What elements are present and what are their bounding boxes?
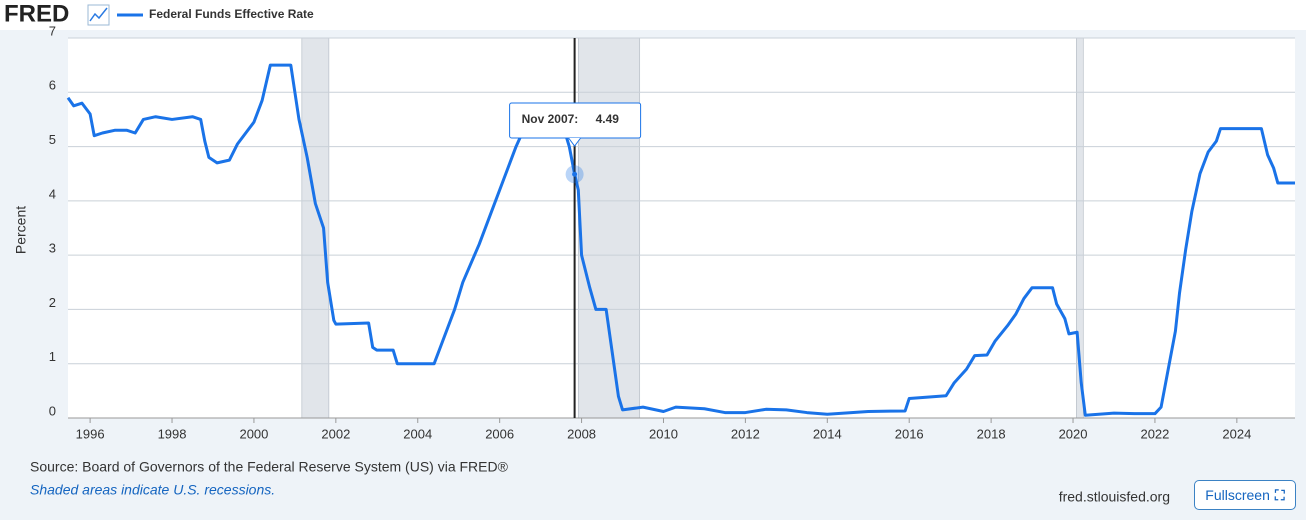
recession [577, 37, 641, 419]
note: Shaded areas indicate U.S. recessions. [30, 482, 275, 498]
tooltip-label: Nov 2007: [522, 112, 579, 126]
plot-bg [68, 38, 1295, 418]
header-bg [0, 0, 1306, 30]
logo: FRED [4, 0, 69, 27]
x-tick-label: 1996 [76, 426, 105, 441]
y-axis-label: Percent [13, 206, 29, 254]
x-tick-label: 2002 [321, 426, 350, 441]
x-tick-label: 1998 [158, 426, 187, 441]
x-tick-label: 2018 [977, 426, 1006, 441]
y-tick-label: 1 [49, 349, 56, 364]
x-tick-label: 2004 [403, 426, 432, 441]
x-tick-label: 2012 [731, 426, 760, 441]
source: Source: Board of Governors of the Federa… [30, 459, 509, 475]
x-tick-label: 2010 [649, 426, 678, 441]
x-tick-label: 2008 [567, 426, 596, 441]
x-tick-label: 2014 [813, 426, 842, 441]
y-tick-label: 6 [49, 78, 56, 93]
x-tick-label: 2000 [239, 426, 268, 441]
x-tick-label: 2022 [1140, 426, 1169, 441]
button-label: Fullscreen [1205, 487, 1270, 503]
site: fred.stlouisfed.org [1059, 489, 1170, 505]
fullscreen-icon: ⛶ [1274, 486, 1285, 503]
fullscreen-button[interactable]: Fullscreen ⛶ [1194, 480, 1296, 510]
x-tick-label: 2016 [895, 426, 924, 441]
logo-icon [87, 4, 110, 26]
tooltip-pointer [568, 137, 582, 147]
tooltip-value: 4.49 [596, 112, 620, 126]
legend-label: Federal Funds Effective Rate [149, 7, 314, 21]
y-tick-label: 0 [49, 403, 56, 418]
y-tick-label: 7 [49, 23, 56, 38]
y-tick-label: 5 [49, 132, 56, 147]
y-tick-label: 4 [49, 186, 56, 201]
series-line [66, 63, 1295, 417]
y-tick-label: 3 [49, 241, 56, 256]
x-tick-label: 2006 [485, 426, 514, 441]
x-tick-label: 2020 [1059, 426, 1088, 441]
y-tick-label: 2 [49, 295, 56, 310]
hover-dot [572, 171, 578, 177]
x-tick-label: 2024 [1222, 426, 1251, 441]
